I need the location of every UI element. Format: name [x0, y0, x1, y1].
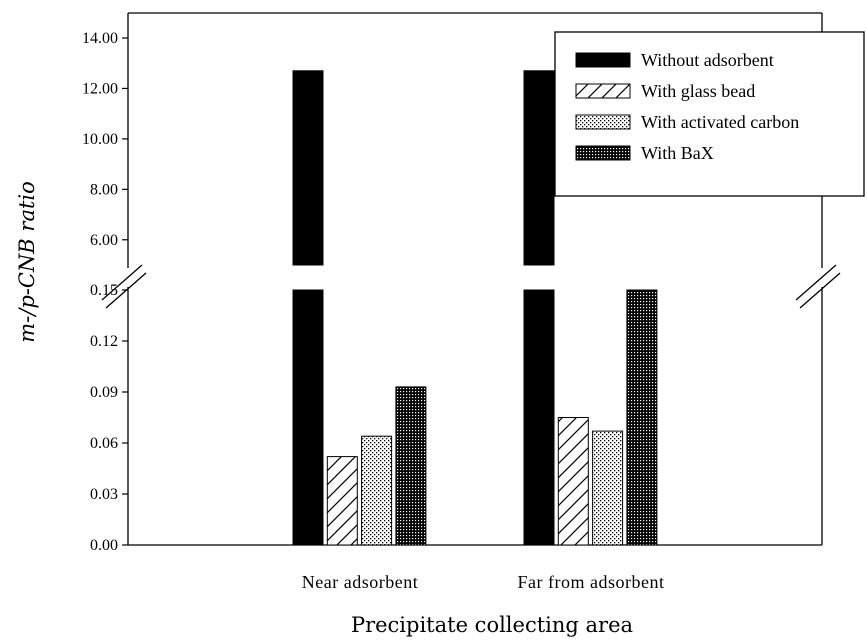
bar-lower-0-0 [292, 289, 324, 546]
legend-label: With activated carbon [641, 112, 799, 132]
y-tick-label: 12.00 [82, 80, 118, 97]
y-tick-label: 10.00 [82, 131, 118, 148]
x-category-label: Far from adsorbent [518, 572, 665, 592]
legend-swatch [575, 52, 631, 68]
y-tick-label: 0.00 [90, 537, 118, 554]
y-tick-label: 0.09 [90, 384, 118, 401]
bar-2-1 [592, 430, 624, 546]
bar-upper-0-1 [523, 70, 555, 266]
bar-lower-0-1 [523, 289, 555, 546]
legend-label: With BaX [641, 143, 714, 163]
legend-swatch [575, 83, 631, 99]
y-axis-title: m-/p-CNB ratio [15, 181, 39, 343]
y-tick-label: 8.00 [90, 181, 118, 198]
y-tick-label: 0.12 [90, 333, 118, 350]
bar-1-0 [326, 456, 358, 546]
bar-3-0 [395, 386, 427, 546]
x-axis-categories: Near adsorbent Far from adsorbent [302, 572, 665, 592]
bar-2-0 [361, 435, 393, 546]
axis-break-mark-left-1 [101, 264, 143, 301]
legend-swatch [575, 114, 631, 130]
y-tick-label: 0.03 [90, 486, 118, 503]
y-tick-label: 6.00 [90, 232, 118, 249]
legend: Without adsorbent With glass bead With act… [554, 31, 865, 197]
legend-label: Without adsorbent [641, 50, 774, 70]
legend-label: With glass bead [641, 81, 755, 101]
y-axis-ticks: 0.00 0.03 0.06 0.09 0.12 0.15 6.00 8.00 10.00 12.… [82, 30, 128, 554]
bar-upper-0-0 [292, 70, 324, 266]
axis-break-mark-right-1 [795, 264, 837, 301]
y-tick-label: 0.15 [90, 282, 118, 299]
bar-3-1 [626, 289, 658, 546]
legend-swatch [575, 145, 631, 161]
y-tick-label: 0.06 [90, 435, 118, 452]
bar-1-1 [557, 417, 589, 546]
bars [292, 70, 658, 546]
x-axis-title: Precipitate collecting area [351, 613, 633, 637]
y-tick-label: 14.00 [82, 30, 118, 47]
x-category-label: Near adsorbent [302, 572, 418, 592]
axis-break-mark-right-2 [799, 272, 841, 309]
